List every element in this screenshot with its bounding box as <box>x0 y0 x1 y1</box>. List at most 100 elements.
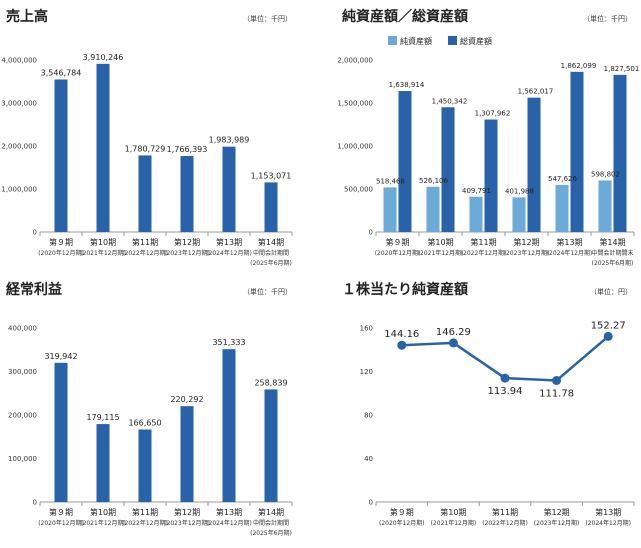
net-assets-value-label: 409,791 <box>462 187 491 195</box>
assets-category-sublabel: (2022年12月期) <box>461 249 507 257</box>
sales-bar <box>138 155 152 232</box>
sales-category-label: 第13期 <box>216 237 242 247</box>
assets-category-label: 第10期 <box>427 237 453 247</box>
sales-category-sublabel: (2025年6月期) <box>250 259 292 267</box>
sales-bar <box>222 146 236 232</box>
bps-value-label: 146.29 <box>436 327 471 338</box>
bps-value-label: 144.16 <box>384 329 419 340</box>
bps-category-label: 第９期 <box>390 507 414 517</box>
total-assets-value-label: 1,862,099 <box>561 62 597 70</box>
ordinary-profit-chart-title: 経常利益 <box>6 282 62 298</box>
ordinary-profit-chart-unit: （単位：千円） <box>243 288 292 296</box>
bps-category-sublabel: (2023年12月期) <box>534 519 580 527</box>
net-assets-value-label: 598,802 <box>591 171 620 179</box>
net-assets-bar <box>555 184 569 232</box>
ordinary-profit-ytick-label: 300,000 <box>8 368 37 376</box>
bps-category-label: 第12期 <box>544 507 570 517</box>
ordinary-profit-category-sublabel: (2023年12月期) <box>164 519 210 527</box>
bps-category-sublabel: (2021年12月期) <box>431 519 477 527</box>
total-assets-value-label: 1,562,017 <box>518 88 554 96</box>
ordinary-profit-value-label: 220,292 <box>170 395 203 404</box>
total-assets-value-label: 1,638,914 <box>389 81 425 89</box>
assets-category-label: 第14期 <box>599 237 625 247</box>
bps-chart-unit: （単位：円） <box>590 288 632 296</box>
assets-ytick-label: 500,000 <box>344 186 373 194</box>
ordinary-profit-category-label: 第12期 <box>174 507 200 517</box>
ordinary-profit-value-label: 319,942 <box>44 352 77 361</box>
sales-category-sublabel: (2022年12月期) <box>122 249 168 257</box>
sales-category-sublabel: (2020年12月期) <box>38 249 84 257</box>
legend-swatch <box>448 36 457 45</box>
ordinary-profit-bar <box>96 424 110 502</box>
assets-category-sublabel: (2020年12月期) <box>375 249 421 257</box>
sales-value-label: 3,546,784 <box>41 68 82 77</box>
sales-value-label: 1,153,071 <box>251 171 292 180</box>
sales-ytick-label: 0 <box>33 229 37 237</box>
ordinary-profit-category-label: 第13期 <box>216 507 242 517</box>
sales-value-label: 1,983,989 <box>209 136 250 145</box>
sales-category-label: 第14期 <box>258 237 284 247</box>
bps-value-label: 111.78 <box>539 388 574 399</box>
net-assets-value-label: 401,988 <box>505 187 534 195</box>
ordinary-profit-ytick-label: 400,000 <box>8 325 37 333</box>
ordinary-profit-category-sublabel: (2024年12月期) <box>206 519 252 527</box>
net-assets-value-label: 526,106 <box>419 177 448 185</box>
total-assets-value-label: 1,450,342 <box>432 97 468 105</box>
sales-ytick-label: 1,000,000 <box>1 186 37 194</box>
sales-bar <box>180 156 194 232</box>
ordinary-profit-category-label: 第９期 <box>49 507 73 517</box>
sales-bar <box>264 182 278 232</box>
ordinary-profit-category-sublabel: (2021年12月期) <box>80 519 126 527</box>
ordinary-profit-category-label: 第10期 <box>90 507 116 517</box>
bps-value-label: 152.27 <box>591 320 626 331</box>
bps-ytick-label: 0 <box>369 499 373 507</box>
assets-category-sublabel: (2023年12月期) <box>504 249 550 257</box>
ordinary-profit-ytick-label: 200,000 <box>8 412 37 420</box>
sales-value-label: 3,910,246 <box>83 53 124 62</box>
assets-category-label: 第11期 <box>470 237 496 247</box>
sales-category-sublabel: (2023年12月期) <box>164 249 210 257</box>
ordinary-profit-value-label: 351,333 <box>212 338 245 347</box>
assets-category-sublabel: (2024年12月期) <box>547 249 593 257</box>
bps-point <box>397 340 407 350</box>
net-assets-bar <box>469 196 483 232</box>
sales-category-label: 第12期 <box>174 237 200 247</box>
ordinary-profit-value-label: 179,115 <box>86 413 119 422</box>
ordinary-profit-category-sublabel: (2022年12月期) <box>122 519 168 527</box>
net-assets-bar <box>383 187 397 232</box>
ordinary-profit-category-sublabel: (2020年12月期) <box>38 519 84 527</box>
assets-category-sublabel: (2021年12月期) <box>418 249 464 257</box>
net-assets-value-label: 518,468 <box>376 177 405 185</box>
assets-ytick-label: 2,000,000 <box>337 57 373 65</box>
ordinary-profit-value-label: 166,650 <box>128 419 161 428</box>
ordinary-profit-bar <box>264 389 278 502</box>
net-assets-bar <box>512 197 526 232</box>
total-assets-bar <box>441 107 455 232</box>
sales-ytick-label: 3,000,000 <box>1 100 37 108</box>
total-assets-value-label: 1,827,501 <box>604 65 640 73</box>
sales-category-label: 第９期 <box>49 237 73 247</box>
net-assets-value-label: 547,626 <box>548 175 577 183</box>
sales-category-sublabel: (2021年12月期) <box>80 249 126 257</box>
bps-category-label: 第13期 <box>595 507 621 517</box>
ordinary-profit-category-sublabel: 中間会計期間 <box>253 519 289 527</box>
bps-ytick-label: 120 <box>360 368 373 376</box>
assets-category-label: 第９期 <box>386 237 410 247</box>
ordinary-profit-category-label: 第14期 <box>258 507 284 517</box>
total-assets-bar <box>570 71 584 232</box>
sales-category-label: 第10期 <box>90 237 116 247</box>
assets-category-label: 第13期 <box>556 237 582 247</box>
ordinary-profit-category-label: 第11期 <box>132 507 158 517</box>
total-assets-bar <box>613 74 627 232</box>
assets-chart-title: 純資産額／総資産額 <box>342 9 468 25</box>
bps-category-sublabel: (2024年12月期) <box>585 519 631 527</box>
bps-value-label: 113.94 <box>488 386 523 397</box>
sales-ytick-label: 4,000,000 <box>1 57 37 65</box>
sales-chart-title: 売上高 <box>6 9 48 25</box>
bps-chart-title: １株当たり純資産額 <box>342 282 468 298</box>
sales-category-label: 第11期 <box>132 237 158 247</box>
assets-ytick-label: 1,500,000 <box>337 100 373 108</box>
sales-bar <box>54 79 68 233</box>
bps-ytick-label: 80 <box>364 412 373 420</box>
total-assets-bar <box>484 119 498 232</box>
